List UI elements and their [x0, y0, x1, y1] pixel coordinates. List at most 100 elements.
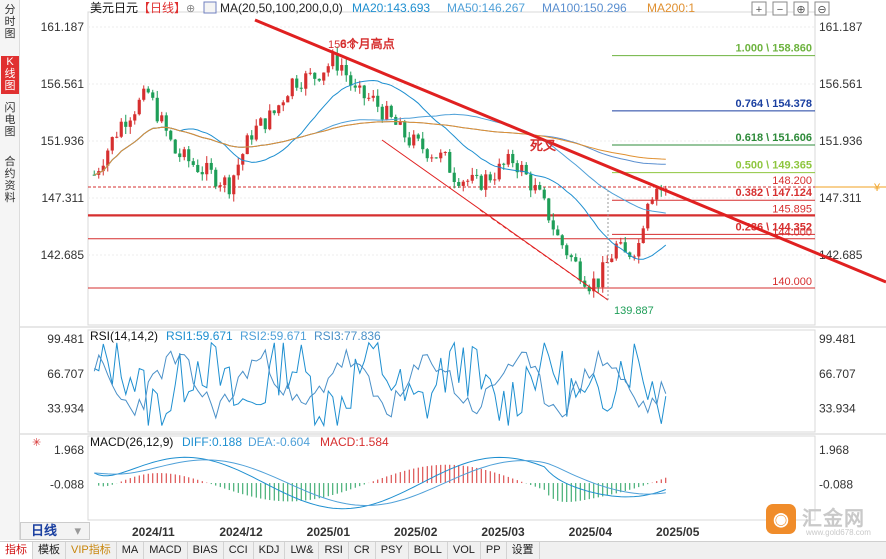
- candle-body: [619, 242, 623, 244]
- candle-body: [250, 135, 254, 140]
- candle-body: [362, 85, 366, 99]
- macd-pane-frame: [87, 435, 816, 521]
- candle-body: [335, 53, 339, 71]
- chart-canvas[interactable]: 161.187 161.187 156.561 156.561 151.936 151.9…: [0, 0, 886, 540]
- rsi-y-tick-left: 99.481: [47, 332, 84, 346]
- zoom-out-icon[interactable]: [814, 1, 830, 16]
- period-label: 日线: [31, 523, 58, 538]
- candle-body: [497, 163, 501, 180]
- add-icon[interactable]: [751, 1, 767, 16]
- tab-kdj[interactable]: KDJ: [254, 542, 286, 559]
- tab-bias[interactable]: BIAS: [188, 542, 224, 559]
- candle-body: [578, 261, 582, 281]
- tab-pp[interactable]: PP: [481, 542, 507, 559]
- candle-body: [520, 164, 524, 173]
- candle-body: [133, 114, 137, 121]
- candle-body: [407, 137, 411, 146]
- candle-body: [592, 278, 596, 292]
- tab-cci[interactable]: CCI: [224, 542, 254, 559]
- downtrend-line: [254, 18, 886, 284]
- candle-body: [358, 85, 362, 88]
- candle-body: [488, 174, 492, 181]
- tab-time-chart[interactable]: 分时图: [4, 4, 16, 40]
- add-icon-glyph: +: [756, 4, 762, 16]
- candle-body: [92, 174, 96, 176]
- candle-body: [196, 164, 200, 173]
- tab-flash-chart[interactable]: 闪电图: [4, 102, 16, 138]
- candle-body: [569, 255, 573, 258]
- macd-series-dea: DEA:-0.604: [248, 435, 310, 449]
- candle-body: [367, 97, 371, 99]
- macd-series-macd: MACD:1.584: [320, 435, 389, 449]
- candle-body: [322, 72, 326, 81]
- candle-body: [416, 134, 420, 139]
- period-label: 【日线】: [138, 1, 186, 15]
- current-price-marker: ¥: [873, 182, 881, 194]
- candle-body: [623, 242, 627, 253]
- candle-body: [385, 105, 389, 120]
- rsi-y-tick-right: 99.481: [819, 332, 856, 346]
- y-tick-label-right: 142.685: [819, 248, 863, 262]
- macd-y-tick-right: 1.968: [819, 443, 849, 457]
- candle-body: [398, 121, 402, 125]
- settings-icon: ⊕: [186, 3, 195, 15]
- candle-body: [173, 139, 177, 154]
- tab-cr[interactable]: CR: [349, 542, 376, 559]
- candle-body: [380, 106, 384, 120]
- candle-body: [551, 220, 555, 230]
- candle-body: [277, 105, 281, 114]
- candle-body: [421, 138, 425, 150]
- candle-body: [263, 118, 267, 130]
- candle-body: [340, 65, 344, 71]
- ma-value-ma200: MA200:1: [647, 1, 695, 15]
- tab-rsi[interactable]: RSI: [319, 542, 349, 559]
- fib-level-label: 0.382 \ 147.124: [736, 187, 813, 199]
- diff-line: [94, 456, 666, 510]
- tab-contract-info[interactable]: 合约资料: [4, 156, 16, 204]
- tab-vip-indicator[interactable]: VIP指标: [66, 542, 117, 559]
- candle-body: [524, 164, 528, 175]
- y-tick-label-left: 161.187: [41, 20, 85, 34]
- tab-settings[interactable]: 设置: [507, 542, 540, 559]
- candle-body: [641, 228, 645, 244]
- candle-body: [295, 78, 299, 88]
- minus-icon[interactable]: [772, 1, 788, 16]
- zoom-out-icon-glyph: ⊖: [817, 4, 826, 16]
- candle-body: [241, 154, 245, 165]
- tab-psy[interactable]: PSY: [376, 542, 409, 559]
- candle-body: [601, 262, 605, 288]
- ma-value-ma100: MA100:150.296: [542, 1, 627, 15]
- candle-body: [650, 199, 654, 204]
- candle-body: [209, 162, 213, 170]
- candle-body: [574, 257, 578, 262]
- tab-vol[interactable]: VOL: [448, 542, 481, 559]
- tab-macd[interactable]: MACD: [144, 542, 188, 559]
- candle-body: [560, 235, 564, 246]
- candle-body: [479, 175, 483, 190]
- tab-template[interactable]: 模板: [33, 542, 66, 559]
- rsi-y-tick-right: 33.934: [819, 402, 856, 416]
- candle-body: [412, 134, 416, 146]
- tab-indicator[interactable]: 指标: [0, 542, 33, 559]
- candle-body: [511, 153, 515, 164]
- macd-expand-icon: ✳: [32, 437, 41, 449]
- candle-body: [151, 92, 155, 98]
- channel-line-dashed: [479, 209, 609, 301]
- candle-body: [443, 151, 447, 153]
- candle-body: [538, 185, 542, 190]
- candle-body: [484, 174, 488, 190]
- candle-body: [182, 149, 186, 158]
- tab-lw[interactable]: LW&: [285, 542, 320, 559]
- tab-kline-chart[interactable]: K线图: [1, 56, 19, 94]
- ma100-line: [94, 121, 666, 176]
- y-tick-label-left: 142.685: [41, 248, 85, 262]
- candle-body: [218, 185, 222, 187]
- candle-body: [596, 278, 600, 288]
- ma20-line: [94, 79, 667, 260]
- tab-boll[interactable]: BOLL: [409, 542, 448, 559]
- candle-body: [142, 88, 146, 100]
- tab-ma[interactable]: MA: [117, 542, 145, 559]
- zoom-in-icon[interactable]: [793, 1, 809, 16]
- period-selector[interactable]: 日线 ▾: [20, 522, 90, 540]
